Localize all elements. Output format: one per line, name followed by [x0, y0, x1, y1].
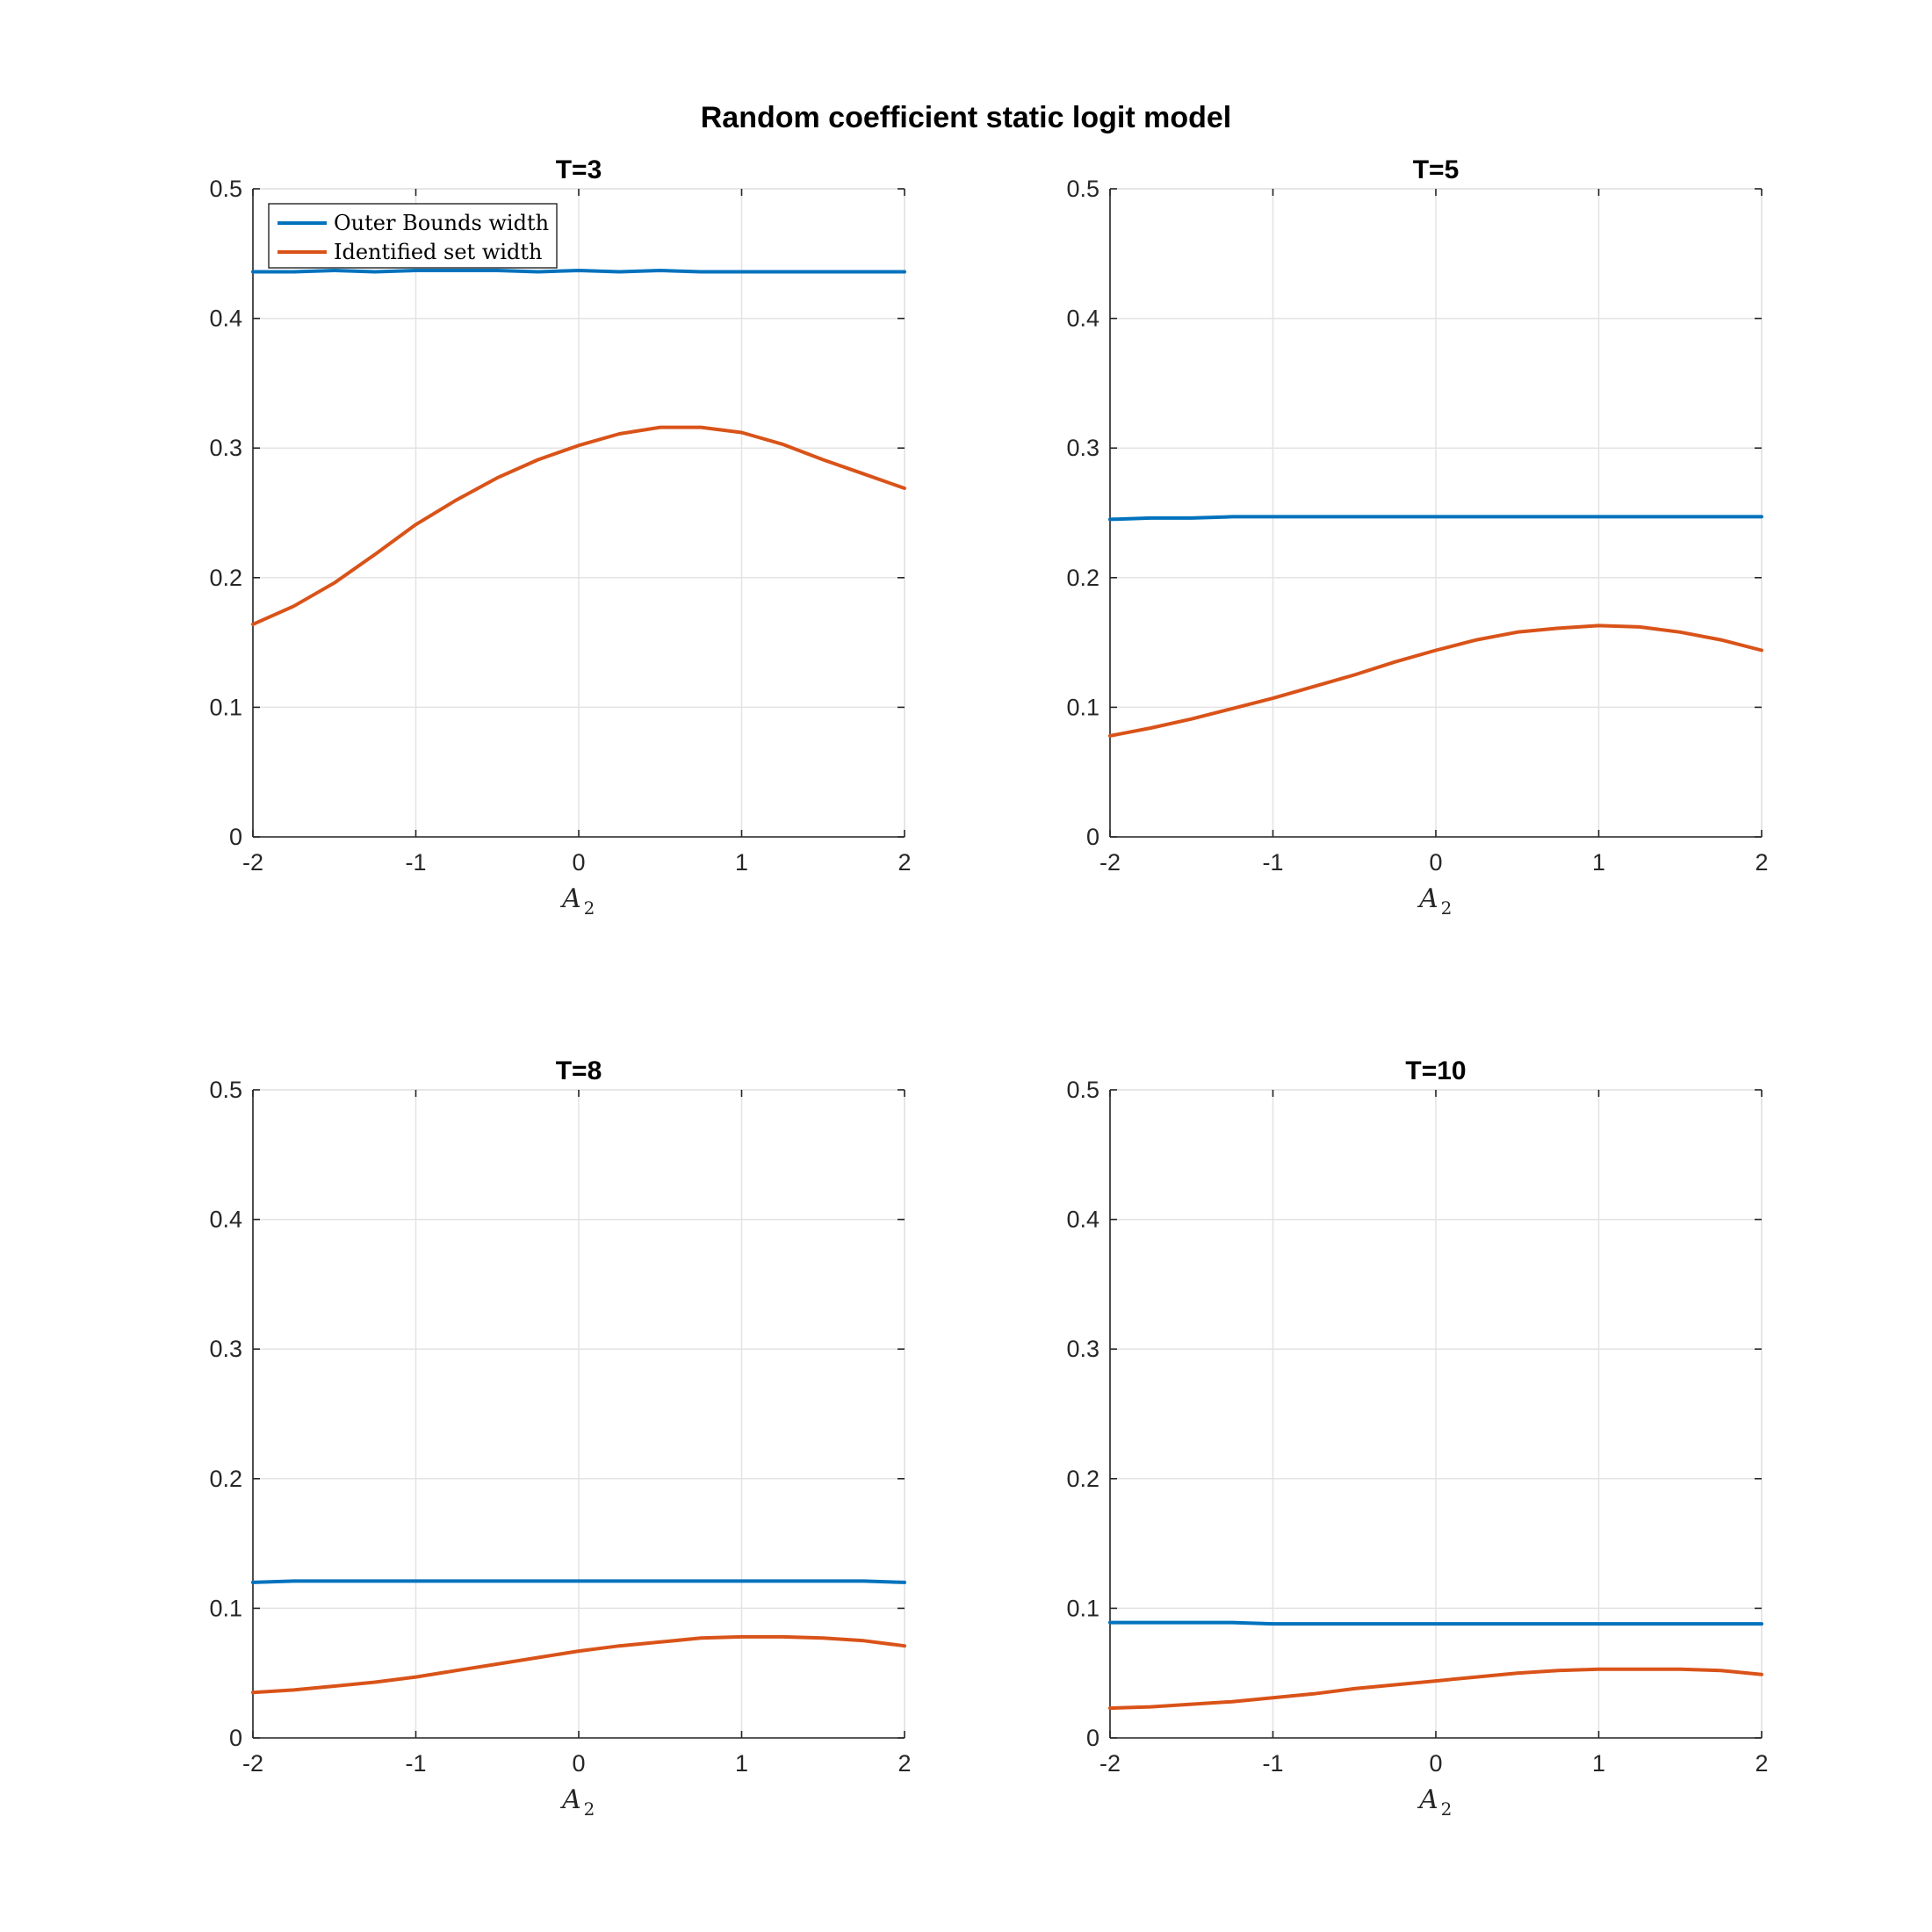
x-tick-label: 2 [898, 1750, 911, 1777]
y-tick-label: 0.2 [209, 1466, 242, 1492]
subplot-title: T=8 [556, 1056, 602, 1085]
x-tick-label: 0 [1429, 1750, 1442, 1777]
x-tick-label: 1 [735, 1750, 748, 1777]
y-tick-label: 0.5 [1066, 1077, 1099, 1103]
x-tick-label: 1 [1592, 849, 1605, 876]
x-tick-label: -1 [1262, 849, 1283, 876]
series-line-identified-set [251, 1634, 906, 1695]
y-tick-label: 0 [1086, 1725, 1099, 1751]
legend-box [268, 203, 558, 269]
x-tick-label: -1 [405, 849, 426, 876]
series-line-identified-set [1108, 1667, 1763, 1711]
x-axis-label-subscript: 2 [584, 1799, 595, 1820]
x-axis-label: A [559, 883, 581, 914]
x-tick-label: 0 [572, 1750, 585, 1777]
x-axis-label: A [559, 1784, 581, 1815]
x-tick-label: 1 [735, 849, 748, 876]
x-tick-label: -1 [405, 1750, 426, 1777]
subplot-2: -2 -1 0 1 200.10.20.30.40.5T=5A 2 [1066, 155, 1768, 919]
y-tick-label: 0.5 [209, 176, 242, 202]
y-tick-label: 0.1 [1066, 694, 1099, 720]
y-tick-label: 0.1 [209, 694, 242, 720]
y-tick-label: 0.5 [1066, 176, 1099, 202]
y-tick-label: 0.3 [209, 1336, 242, 1362]
x-tick-label: 1 [1592, 1750, 1605, 1777]
y-tick-label: 0.1 [209, 1595, 242, 1621]
subplot-title: T=5 [1413, 155, 1460, 184]
y-tick-label: 0.4 [1066, 1207, 1099, 1233]
x-tick-label: -2 [242, 1750, 263, 1777]
series-line-identified-set [251, 425, 906, 626]
y-tick-label: 0.2 [1066, 1466, 1099, 1492]
x-tick-label: 0 [572, 849, 585, 876]
x-axis-label-subscript: 2 [584, 898, 595, 919]
series-line-outer-bounds [251, 1579, 906, 1584]
subplot-title: T=10 [1405, 1056, 1466, 1085]
x-axis-label: A [1417, 883, 1438, 914]
legend: Outer Bounds width Identified set width [268, 203, 558, 269]
legend-label: Identified set width [334, 240, 543, 264]
subplot-title: T=3 [556, 155, 602, 184]
subplot-4: -2 -1 0 1 200.10.20.30.40.5T=10A 2 [1066, 1056, 1768, 1820]
y-tick-label: 0.1 [1066, 1595, 1099, 1621]
series-line-identified-set [1108, 624, 1763, 738]
y-tick-label: 0.2 [1066, 565, 1099, 591]
x-tick-label: -1 [1262, 1750, 1283, 1777]
y-tick-label: 0 [229, 1725, 242, 1751]
series-line-outer-bounds [1108, 1620, 1763, 1626]
figure-title: Random coefficient static logit model [701, 101, 1232, 134]
y-tick-label: 0.2 [209, 565, 242, 591]
y-tick-label: 0 [1086, 824, 1099, 850]
x-tick-label: -2 [1099, 849, 1121, 876]
y-tick-label: 0 [229, 824, 242, 850]
x-tick-label: 2 [1755, 1750, 1768, 1777]
y-tick-label: 0.4 [1066, 306, 1099, 332]
x-tick-label: 0 [1429, 849, 1442, 876]
y-tick-label: 0.4 [209, 1207, 242, 1233]
y-tick-label: 0.5 [209, 1077, 242, 1103]
y-tick-label: 0.3 [209, 435, 242, 461]
y-tick-label: 0.4 [209, 306, 242, 332]
x-axis-label: A [1417, 1784, 1438, 1815]
subplot-3: -2 -1 0 1 200.10.20.30.40.5T=8A 2 [209, 1056, 911, 1820]
x-axis-label-subscript: 2 [1441, 1799, 1453, 1820]
y-tick-label: 0.3 [1066, 435, 1099, 461]
series-line-outer-bounds [251, 269, 906, 274]
x-axis-label-subscript: 2 [1441, 898, 1453, 919]
series-line-outer-bounds [1108, 515, 1763, 522]
x-tick-label: 2 [898, 849, 911, 876]
x-tick-label: -2 [242, 849, 263, 876]
x-tick-label: 2 [1755, 849, 1768, 876]
y-tick-label: 0.3 [1066, 1336, 1099, 1362]
legend-label: Outer Bounds width [334, 211, 549, 235]
x-tick-label: -2 [1099, 1750, 1121, 1777]
